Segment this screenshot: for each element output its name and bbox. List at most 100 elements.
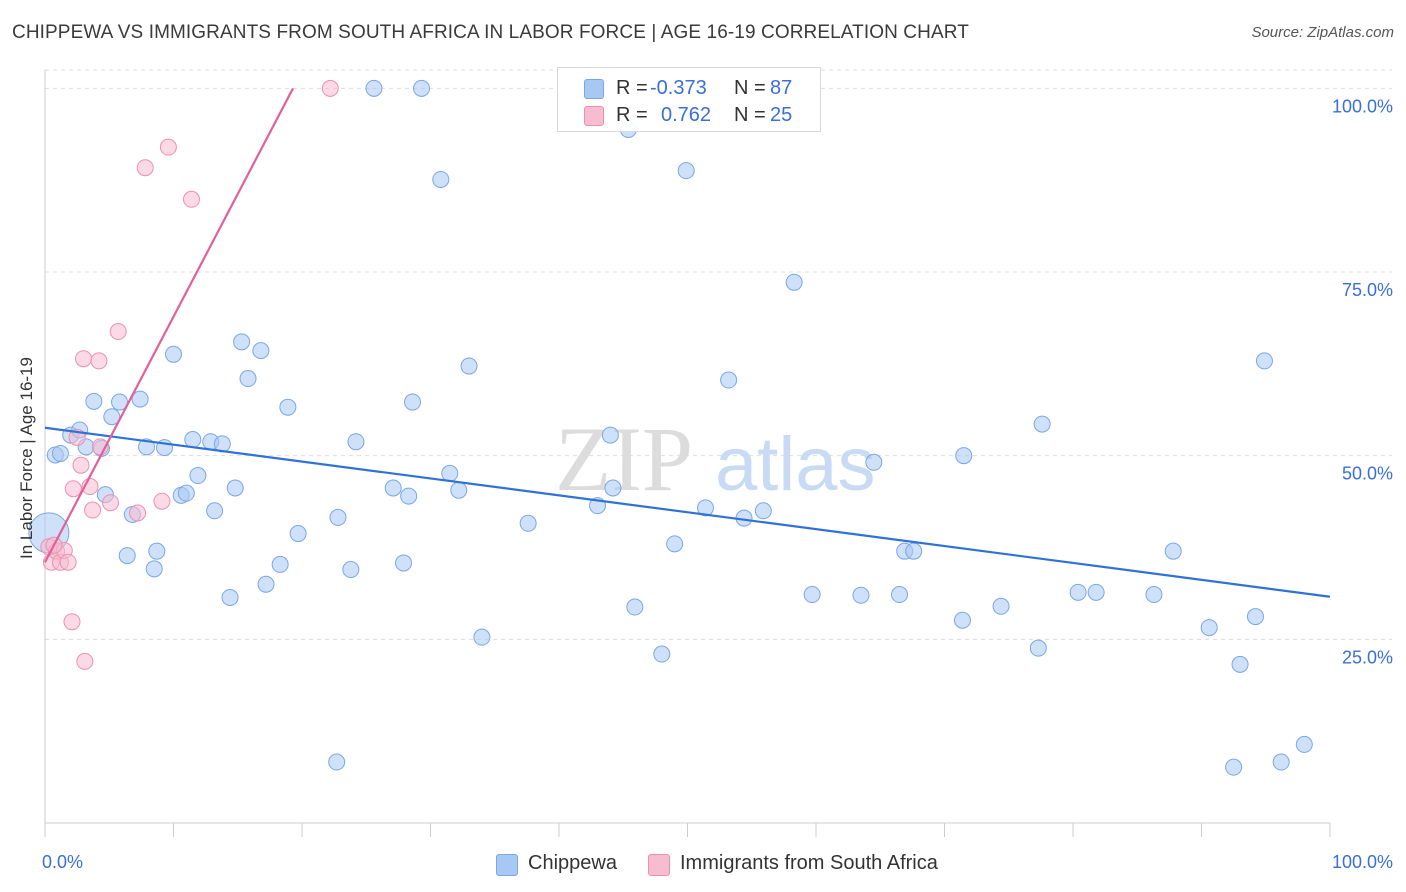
- x-tick-label-min: 0.0%: [42, 852, 84, 872]
- south-africa-point: [76, 652, 94, 670]
- chippewa-point: [1255, 352, 1273, 370]
- y-tick-label: 75.0%: [1342, 280, 1393, 300]
- south-africa-point: [182, 190, 200, 208]
- chippewa-point: [145, 560, 163, 578]
- legend-label: Immigrants from South Africa: [680, 852, 938, 874]
- y-tick-labels: 25.0% 50.0% 75.0% 100.0%: [1332, 96, 1393, 667]
- chippewa-point: [473, 628, 491, 646]
- source-label: Source: ZipAtlas.com: [1251, 24, 1394, 41]
- south-africa-point: [59, 553, 77, 571]
- chippewa-point: [1225, 758, 1243, 776]
- chippewa-point: [239, 370, 257, 388]
- south-africa-point: [84, 501, 102, 519]
- chippewa-point: [226, 479, 244, 497]
- chippewa-point: [138, 438, 156, 456]
- chippewa-swatch: [584, 79, 604, 99]
- chippewa-point: [441, 464, 459, 482]
- chippewa-point: [148, 542, 166, 560]
- chippewa-point: [1164, 542, 1182, 560]
- chippewa-point: [992, 597, 1010, 615]
- south-africa-point: [129, 504, 147, 522]
- south-africa-swatch: [584, 106, 604, 126]
- chippewa-point: [103, 408, 121, 426]
- stats-row-chippewa: R = -0.373 N = 87: [558, 75, 820, 103]
- chippewa-point: [384, 479, 402, 497]
- chippewa-point: [1295, 735, 1313, 753]
- y-tick-label: 50.0%: [1342, 464, 1393, 484]
- chippewa-point: [252, 342, 270, 360]
- r-label: R =: [616, 104, 648, 126]
- chippewa-point: [85, 392, 103, 410]
- chippewa-point: [1029, 639, 1047, 657]
- chippewa-point: [233, 333, 251, 351]
- chippewa-point: [852, 586, 870, 604]
- chippewa-point: [1087, 583, 1105, 601]
- chippewa-point: [519, 514, 537, 532]
- chippewa-point: [953, 611, 971, 629]
- south-africa-point: [72, 456, 90, 474]
- south-africa-point: [321, 79, 339, 97]
- legend-label: Chippewa: [528, 852, 617, 874]
- south-africa-point: [159, 138, 177, 156]
- chippewa-point: [271, 555, 289, 573]
- chippewa-point: [413, 79, 431, 97]
- chippewa-point: [342, 561, 360, 579]
- stats-row-south-africa: R = 0.762 N = 25: [558, 102, 820, 130]
- watermark-atlas: atlas: [715, 422, 876, 507]
- chippewa-point: [785, 273, 803, 291]
- r-label: R =: [616, 77, 648, 99]
- chippewa-point: [1145, 586, 1163, 604]
- chippewa-point: [891, 586, 909, 604]
- chippewa-point: [365, 79, 383, 97]
- chippewa-point: [347, 433, 365, 451]
- chippewa-point: [604, 479, 622, 497]
- chippewa-point: [279, 398, 297, 416]
- south-africa-point: [153, 492, 171, 510]
- watermark-zip: ZIP: [555, 408, 693, 510]
- chippewa-point: [165, 345, 182, 363]
- y-tick-label: 25.0%: [1342, 647, 1393, 667]
- south-africa-trend-line: [44, 87, 294, 563]
- chippewa-point: [206, 502, 224, 520]
- chippewa-point: [601, 426, 619, 444]
- chippewa-point: [404, 393, 422, 411]
- chippewa-point: [400, 487, 418, 505]
- chippewa-point: [1272, 753, 1290, 771]
- chippewa-point: [432, 170, 450, 188]
- x-tick-label-max: 100.0%: [1331, 852, 1393, 872]
- chippewa-point: [329, 508, 347, 526]
- chippewa-point: [626, 598, 644, 616]
- south-africa-point: [109, 323, 127, 341]
- chippewa-point: [450, 481, 468, 499]
- n-label: N =: [734, 77, 766, 99]
- r-value: -0.373: [650, 77, 707, 99]
- chippewa-point: [221, 588, 239, 606]
- chippewa-point: [51, 444, 69, 462]
- chippewa-point: [177, 484, 195, 502]
- south-africa-point: [102, 494, 120, 512]
- chippewa-point: [677, 162, 695, 180]
- south-africa-point: [64, 480, 82, 498]
- correlation-stats-box: R = -0.373 N = 87 R = 0.762 N = 25: [557, 67, 821, 132]
- y-tick-label: 100.0%: [1332, 96, 1393, 116]
- r-value: 0.762: [661, 104, 712, 126]
- south-africa-point: [136, 159, 154, 177]
- chippewa-point: [189, 467, 207, 485]
- south-africa-point: [63, 613, 81, 631]
- chippewa-point: [460, 357, 478, 375]
- n-label: N =: [734, 104, 766, 126]
- chippewa-point: [696, 499, 714, 517]
- axes: [44, 70, 1331, 837]
- chippewa-point: [1231, 655, 1249, 673]
- chippewa-point: [395, 554, 413, 572]
- chippewa-point: [1069, 583, 1087, 601]
- chart-title: CHIPPEWA VS IMMIGRANTS FROM SOUTH AFRICA…: [12, 22, 969, 43]
- south-africa-points: [40, 79, 339, 670]
- chippewa-point: [865, 453, 883, 471]
- chippewa-point: [666, 535, 684, 553]
- chippewa-point: [328, 753, 346, 771]
- trend-lines: [44, 87, 1331, 598]
- chippewa-legend-swatch: [496, 854, 518, 876]
- south-africa-point: [75, 350, 93, 368]
